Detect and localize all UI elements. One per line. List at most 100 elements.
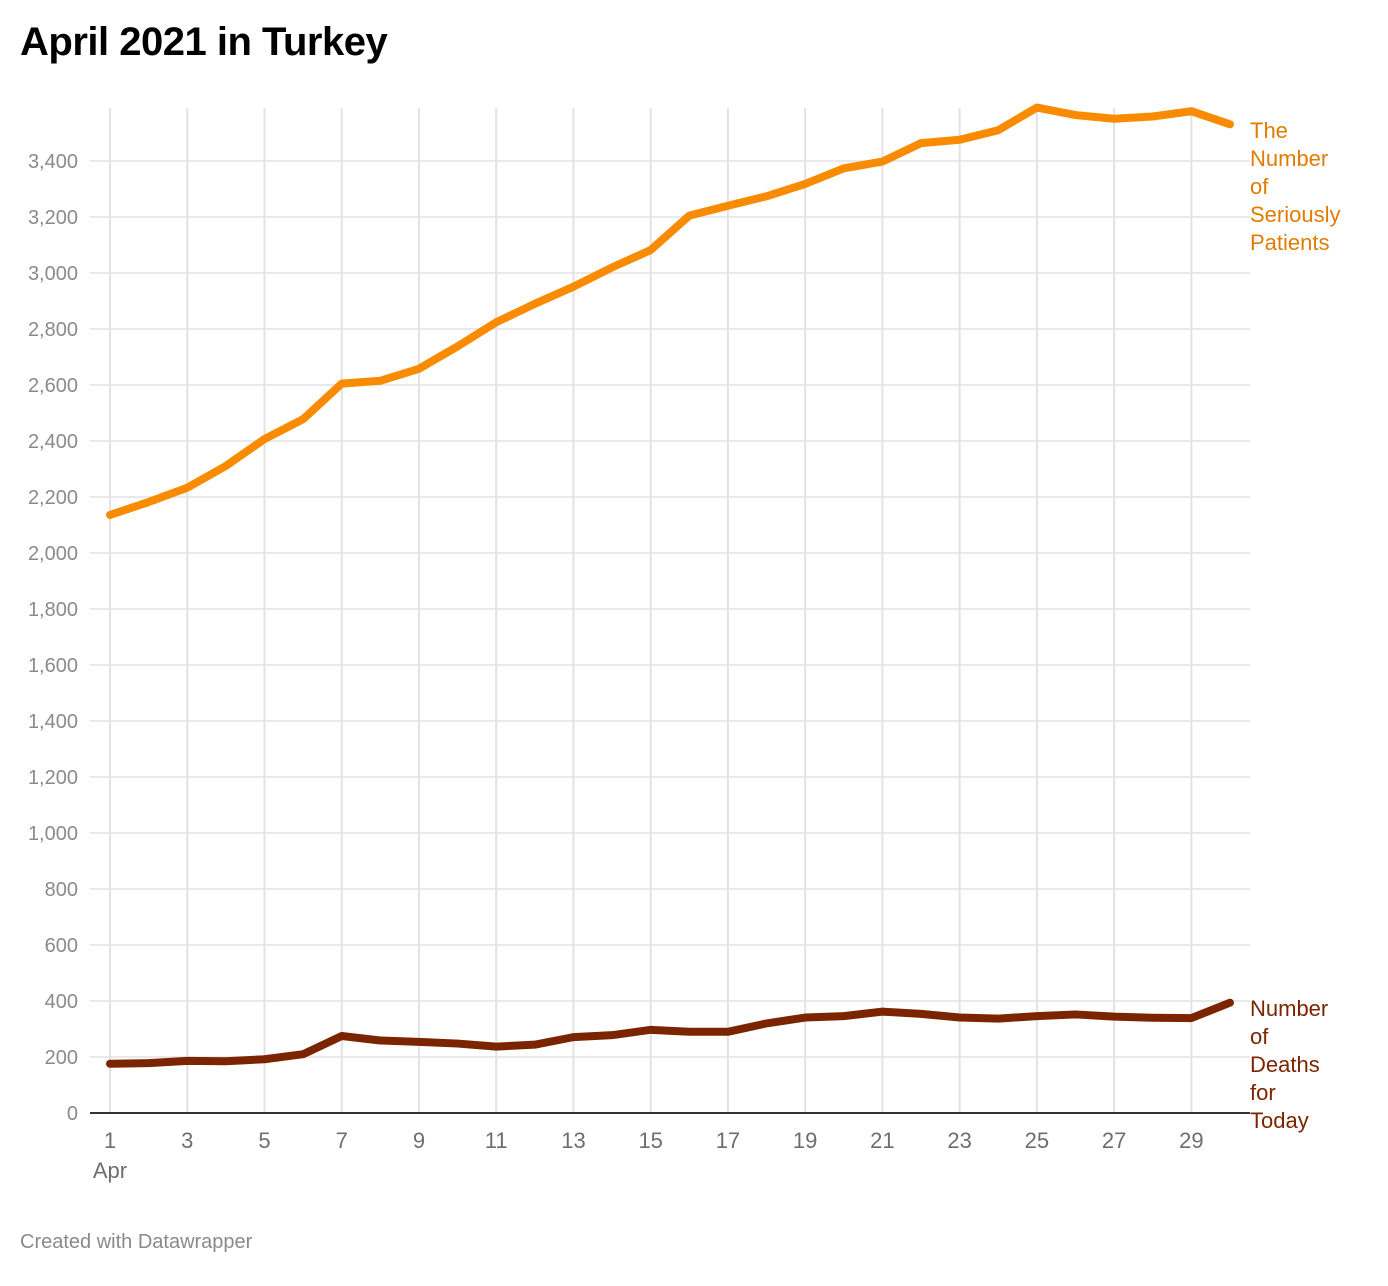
footer-credit: Created with Datawrapper <box>20 1231 253 1253</box>
data-point <box>534 303 536 305</box>
data-point <box>148 1062 150 1064</box>
data-point <box>766 195 768 197</box>
data-point <box>225 465 227 467</box>
vertical-gridlines <box>109 108 1193 1113</box>
y-tick-label: 400 <box>45 991 78 1013</box>
data-point <box>1229 1002 1231 1004</box>
series-label-line: of <box>1250 174 1269 199</box>
data-point <box>418 368 420 370</box>
data-point <box>1190 1017 1192 1019</box>
series-labels: The Number of Seriously Patients Number of Deat… <box>1250 118 1340 1133</box>
data-point <box>1036 1015 1038 1017</box>
x-tick-label: 25 <box>1025 1128 1049 1153</box>
x-tick-label: 21 <box>870 1128 894 1153</box>
x-tick-sublabel: Apr <box>93 1158 127 1183</box>
data-point <box>263 438 265 440</box>
y-axis-ticks: 0 200 400 600 800 1,000 1,200 1,400 1,600 1,800 2,… <box>28 151 78 1125</box>
data-point <box>225 1060 227 1062</box>
x-tick-label: 27 <box>1102 1128 1126 1153</box>
y-tick-label: 3,200 <box>28 207 78 229</box>
data-point <box>302 1053 304 1055</box>
x-tick-label: 7 <box>336 1128 348 1153</box>
data-point <box>881 161 883 163</box>
data-point <box>495 1046 497 1048</box>
series-label-line: Patients <box>1250 230 1330 255</box>
data-point <box>1113 118 1115 120</box>
data-point <box>1036 107 1038 109</box>
series-label-0: The Number of Seriously Patients <box>1250 118 1340 255</box>
x-tick-label: 9 <box>413 1128 425 1153</box>
series-line-0 <box>106 103 1234 519</box>
series-label-line: Number <box>1250 996 1328 1021</box>
data-point <box>572 286 574 288</box>
data-point <box>650 249 652 251</box>
x-tick-label: 13 <box>561 1128 585 1153</box>
y-tick-label: 800 <box>45 879 78 901</box>
data-point <box>688 215 690 217</box>
data-point <box>186 1060 188 1062</box>
y-tick-label: 600 <box>45 935 78 957</box>
data-point <box>997 1018 999 1020</box>
x-tick-label: 15 <box>638 1128 662 1153</box>
data-point <box>572 1036 574 1038</box>
data-point <box>611 1034 613 1036</box>
chart-title: April 2021 in Turkey <box>20 20 388 64</box>
y-tick-label: 1,600 <box>28 655 78 677</box>
data-point <box>1152 1017 1154 1019</box>
data-point <box>495 321 497 323</box>
data-point <box>186 487 188 489</box>
y-tick-label: 2,000 <box>28 543 78 565</box>
data-point <box>1190 110 1192 112</box>
data-point <box>727 205 729 207</box>
data-point <box>920 142 922 144</box>
data-point <box>804 183 806 185</box>
series-label-line: of <box>1250 1024 1269 1049</box>
series-lines <box>106 103 1234 1068</box>
y-tick-label: 3,400 <box>28 151 78 173</box>
x-tick-label: 29 <box>1179 1128 1203 1153</box>
series-label-line: Deaths <box>1250 1052 1320 1077</box>
data-point <box>611 266 613 268</box>
data-point <box>1113 1016 1115 1018</box>
x-tick-label: 3 <box>181 1128 193 1153</box>
data-point <box>843 167 845 169</box>
data-point <box>379 380 381 382</box>
data-point <box>534 1044 536 1046</box>
y-tick-label: 2,800 <box>28 319 78 341</box>
x-tick-label: 17 <box>716 1128 740 1153</box>
series-line-1 <box>106 998 1234 1068</box>
data-point <box>959 1017 961 1019</box>
series-label-line: for <box>1250 1080 1276 1105</box>
series-label-line: The <box>1250 118 1288 143</box>
y-tick-label: 1,400 <box>28 711 78 733</box>
series-label-line: Seriously <box>1250 202 1340 227</box>
data-point <box>109 514 111 516</box>
data-point <box>457 1043 459 1045</box>
data-point <box>688 1031 690 1033</box>
data-point <box>650 1029 652 1031</box>
data-point <box>920 1013 922 1015</box>
data-point <box>302 418 304 420</box>
data-point <box>379 1039 381 1041</box>
data-point <box>263 1058 265 1060</box>
data-point <box>766 1022 768 1024</box>
data-point <box>727 1031 729 1033</box>
x-tick-label: 19 <box>793 1128 817 1153</box>
data-point <box>341 383 343 385</box>
data-point <box>997 129 999 131</box>
data-point <box>881 1011 883 1013</box>
y-tick-label: 1,200 <box>28 767 78 789</box>
data-point <box>418 1041 420 1043</box>
data-point <box>1229 123 1231 125</box>
y-tick-label: 3,000 <box>28 263 78 285</box>
y-tick-label: 1,000 <box>28 823 78 845</box>
data-point <box>148 501 150 503</box>
y-tick-label: 2,600 <box>28 375 78 397</box>
y-tick-label: 0 <box>67 1103 78 1125</box>
data-point <box>1152 115 1154 117</box>
y-tick-label: 2,200 <box>28 487 78 509</box>
data-point <box>843 1015 845 1017</box>
x-tick-label: 1 <box>104 1128 116 1153</box>
